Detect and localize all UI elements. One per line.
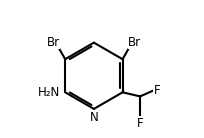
- Text: F: F: [137, 117, 143, 130]
- Text: Br: Br: [47, 36, 60, 49]
- Text: N: N: [90, 111, 98, 124]
- Text: H₂N: H₂N: [38, 86, 60, 99]
- Text: Br: Br: [128, 36, 141, 49]
- Text: F: F: [154, 84, 160, 97]
